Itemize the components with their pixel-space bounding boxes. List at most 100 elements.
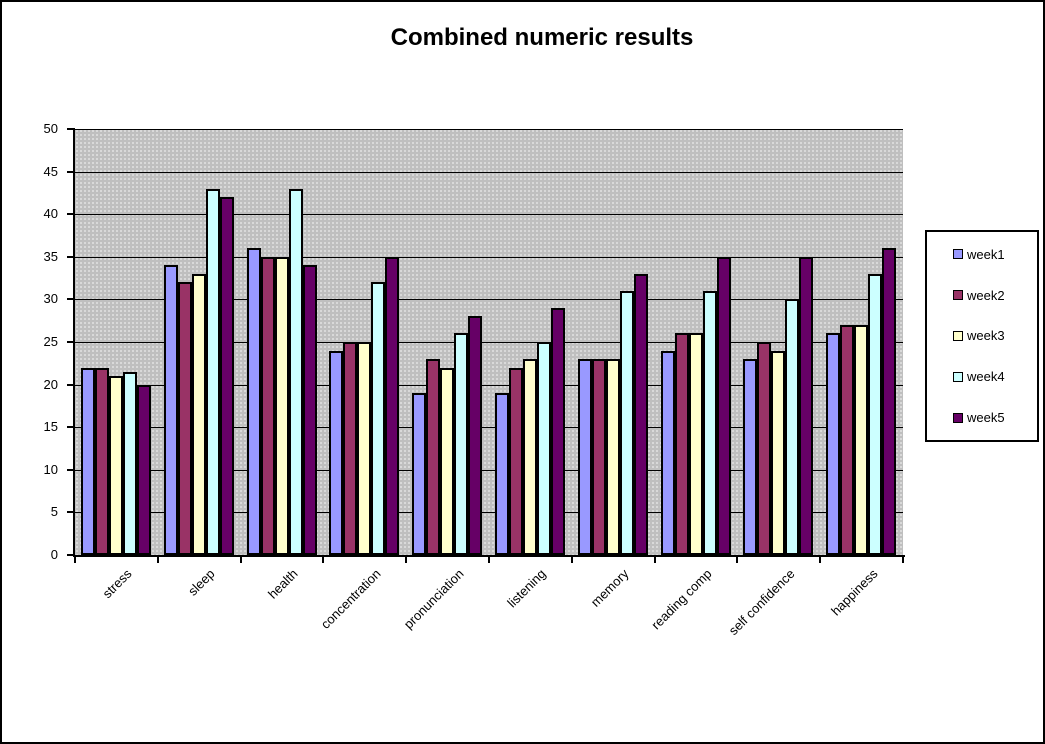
y-axis-label: 5 (50, 504, 58, 520)
x-axis-tick (488, 557, 490, 563)
bar-week1-memory (577, 359, 592, 555)
legend-label: week2 (967, 287, 1005, 303)
x-axis-tick (819, 557, 822, 563)
legend-label: week1 (967, 246, 1005, 262)
x-axis-label-memory: memory (587, 566, 632, 610)
bar-week5-pronunciation (468, 316, 483, 555)
bar-week3-stress (109, 376, 123, 555)
x-axis-label-pronunciation: pronunciation (400, 566, 467, 632)
y-axis-label: 35 (43, 248, 58, 264)
legend-swatch-week5 (953, 412, 963, 423)
bar-week3-happiness (854, 324, 869, 555)
bar-week3-health (274, 256, 289, 555)
y-axis-tick (67, 170, 73, 173)
bar-week1-sleep (163, 265, 178, 555)
legend-swatch-week3 (953, 330, 963, 341)
x-axis-tick (653, 557, 656, 563)
x-axis-label-health: health (264, 566, 301, 602)
bar-week5-listening (551, 307, 565, 555)
bar-week2-memory (591, 359, 606, 555)
y-axis-label: 25 (43, 334, 58, 349)
legend-swatch-week1 (953, 249, 963, 260)
bar-week5-stress (137, 384, 151, 555)
bar-week2-health (260, 256, 275, 555)
y-axis-tick (67, 128, 73, 130)
bar-week1-self-confidence (743, 359, 758, 555)
gridline (75, 469, 903, 471)
bar-week1-listening (495, 393, 509, 555)
bar-week2-concentration (343, 342, 358, 555)
bar-week3-sleep (191, 273, 206, 555)
bar-week2-self-confidence (757, 342, 772, 555)
legend-label: week5 (967, 410, 1005, 426)
bar-week4-stress (123, 371, 137, 555)
legend-swatch-week4 (953, 371, 963, 382)
y-axis-line (73, 128, 75, 557)
bar-week5-sleep (219, 197, 234, 555)
bar-week1-happiness (826, 333, 841, 555)
bar-week4-sleep (205, 188, 220, 555)
y-axis-tick (67, 341, 73, 343)
bar-week3-concentration (357, 342, 372, 555)
bar-week5-reading-comp (716, 256, 731, 555)
bar-week2-sleep (177, 282, 192, 555)
legend-swatch-week2 (953, 290, 963, 301)
y-axis-label: 15 (43, 419, 58, 435)
y-axis-tick (67, 554, 73, 556)
gridline (75, 171, 903, 173)
legend-entry-week3: week3 (953, 328, 1037, 343)
gridline (75, 214, 903, 216)
bar-week3-pronunciation (440, 367, 455, 555)
bar-week1-concentration (329, 350, 344, 555)
y-axis-label: 45 (43, 163, 58, 179)
legend: week1 week2 week3 week4 week5 (925, 230, 1039, 442)
bar-week4-reading-comp (702, 290, 717, 555)
bar-week1-stress (81, 367, 95, 555)
x-axis-label-stress: stress (99, 566, 135, 602)
x-axis-tick (570, 557, 573, 563)
bar-week4-health (288, 188, 303, 555)
y-axis-tick (67, 468, 73, 471)
bar-week2-listening (509, 367, 523, 555)
legend-entry-week2: week2 (953, 288, 1037, 303)
bar-week3-self-confidence (771, 350, 786, 555)
y-axis-tick (67, 511, 73, 514)
y-axis-tick (67, 383, 73, 386)
gridline (75, 342, 903, 343)
gridline (75, 384, 903, 386)
gridline (75, 299, 903, 301)
legend-entry-week5: week5 (953, 410, 1037, 425)
bar-week4-self-confidence (785, 299, 800, 555)
bar-week2-happiness (840, 324, 855, 555)
y-axis-label: 20 (43, 376, 58, 392)
x-axis-label-self-confidence: self confidence (725, 566, 798, 638)
bar-week5-happiness (882, 248, 897, 555)
y-axis-tick (67, 213, 73, 216)
bar-week2-stress (95, 367, 109, 555)
gridline (75, 129, 903, 130)
x-axis-label-sleep: sleep (185, 566, 218, 599)
x-axis-tick (156, 557, 159, 563)
x-axis-label-reading-comp: reading comp (648, 566, 715, 633)
legend-label: week4 (967, 369, 1005, 385)
bar-week3-reading-comp (688, 333, 703, 555)
plot-area (75, 129, 903, 555)
x-axis-tick (902, 557, 904, 563)
y-axis-label: 0 (50, 547, 58, 562)
bar-week5-memory (633, 273, 648, 555)
y-axis-tick (67, 426, 73, 429)
x-axis-tick (322, 557, 325, 563)
x-axis-line (73, 555, 905, 557)
bar-week4-concentration (371, 282, 386, 555)
chart-title: Combined numeric results (390, 24, 694, 51)
bar-week5-concentration (385, 256, 400, 555)
bar-week5-health (302, 265, 317, 555)
x-axis-tick (74, 557, 76, 563)
x-axis-tick (239, 557, 242, 563)
x-axis-label-listening: listening (504, 566, 549, 611)
bar-week4-happiness (868, 273, 883, 555)
legend-entry-week1: week1 (953, 247, 1037, 262)
bar-week2-reading-comp (674, 333, 689, 555)
bar-week3-listening (523, 359, 537, 555)
